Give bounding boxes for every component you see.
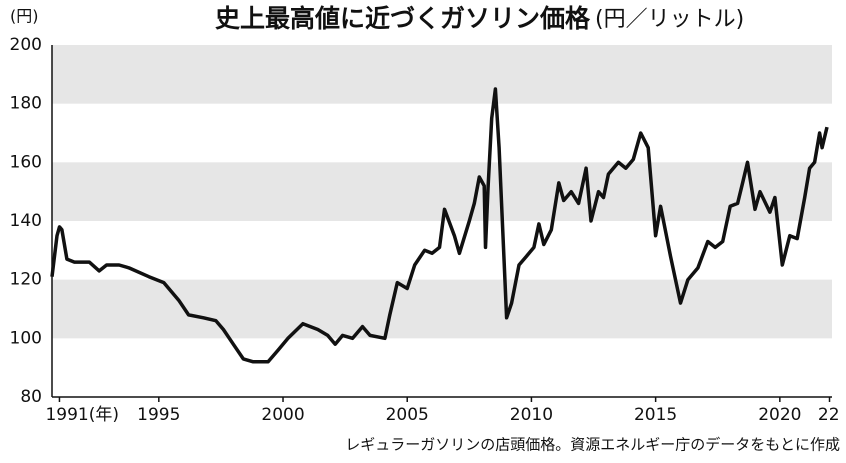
x-tick-label: 2015 [634, 405, 677, 425]
unit-title: (円／リットル) [595, 7, 744, 32]
bands [52, 45, 832, 339]
x-tick-label: 2005 [386, 405, 429, 425]
band [52, 162, 832, 221]
y-tick-label: 100 [10, 328, 42, 348]
band [52, 45, 832, 104]
y-tick-label: 80 [20, 387, 42, 407]
price-line [50, 87, 829, 364]
y-tick-label: 200 [10, 35, 42, 55]
x-tick-label: 2010 [510, 405, 553, 425]
x-tick-label: 2000 [261, 405, 304, 425]
chart-title: 史上最高値に近づくガソリン価格 [215, 4, 591, 33]
note: レギュラーガソリンの店頭価格。資源エネルギー庁のデータをもとに作成 [345, 436, 840, 454]
y-axis-label: (円) [10, 7, 39, 26]
x-tick-label: 22 [818, 405, 840, 425]
y-tick-label: 140 [10, 211, 42, 231]
x-tick-label: 1995 [137, 405, 180, 425]
x-tick-label: 1991(年) [45, 405, 119, 425]
y-tick-label: 160 [10, 152, 42, 172]
y-tick-label: 180 [10, 94, 42, 114]
y-tick-label: 120 [10, 270, 42, 290]
x-tick-label: 2020 [758, 405, 801, 425]
band [52, 279, 832, 339]
